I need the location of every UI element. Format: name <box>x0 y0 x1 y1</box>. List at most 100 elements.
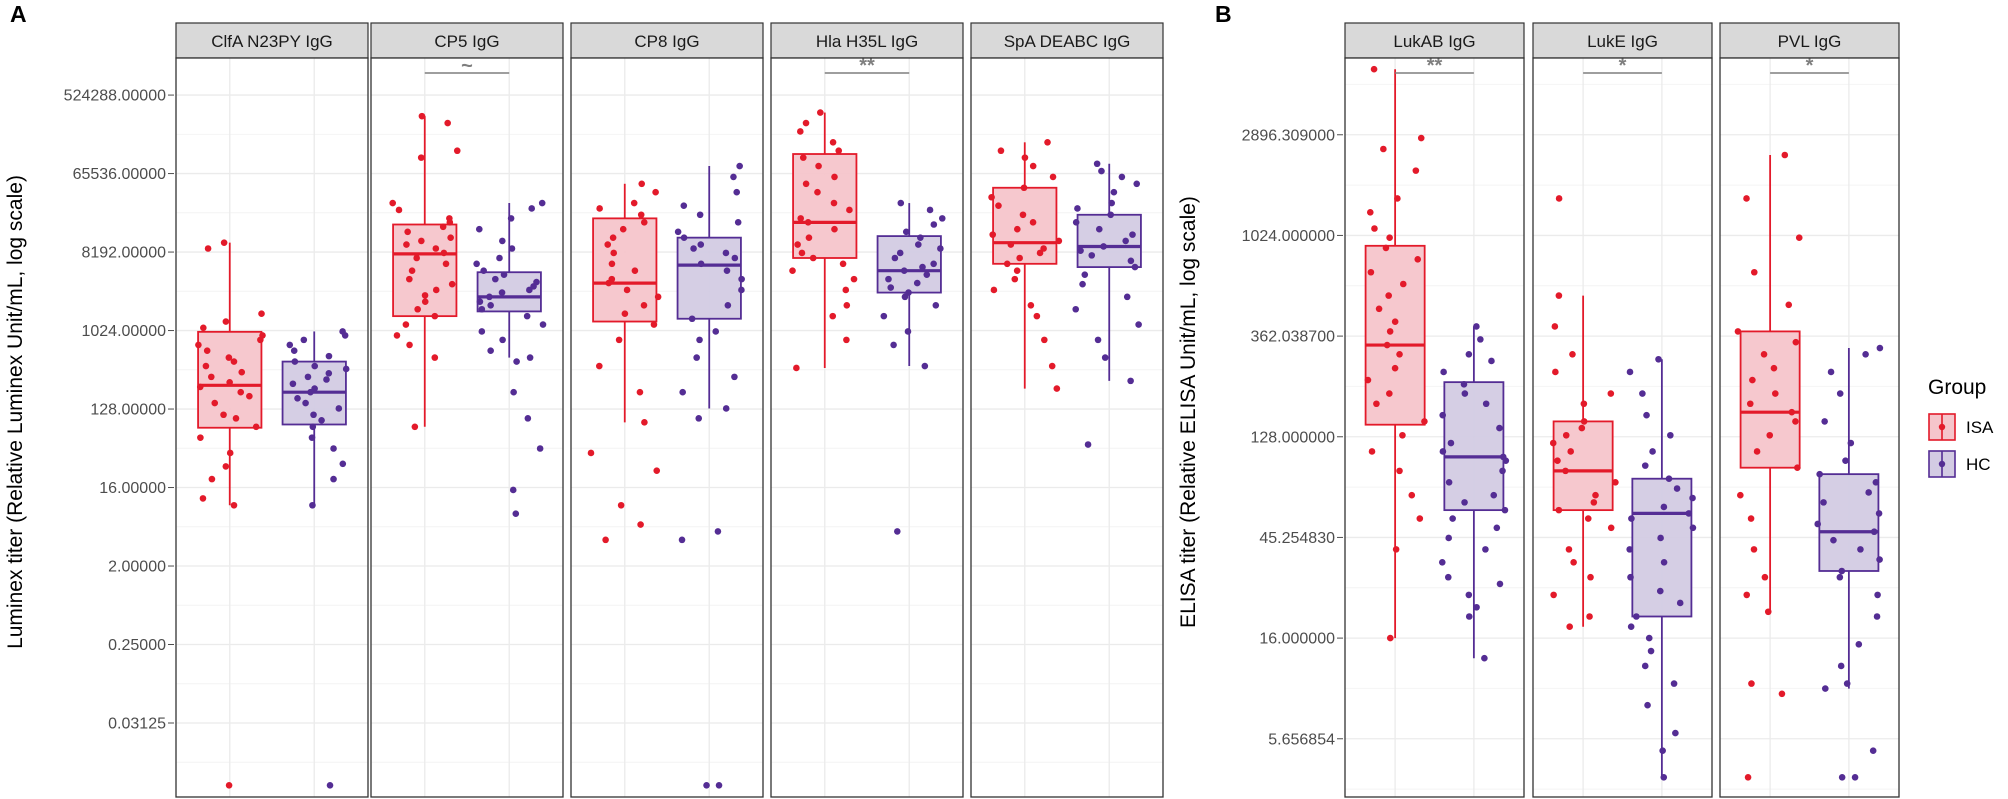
data-point <box>1639 390 1646 397</box>
box-hc <box>1072 160 1142 448</box>
data-point <box>1438 559 1446 566</box>
legend-key-hc-dot <box>1938 460 1946 468</box>
data-point <box>1079 280 1086 288</box>
data-point <box>499 336 506 344</box>
data-point <box>1499 453 1507 461</box>
data-point <box>724 301 732 309</box>
data-point <box>736 162 743 170</box>
panel-b-chart: ELISA titer (Relative ELISA Unit/mL, log… <box>1177 22 1900 798</box>
data-point <box>335 405 343 412</box>
data-point <box>1396 467 1403 475</box>
data-point <box>619 225 627 233</box>
data-point <box>1672 729 1679 737</box>
data-point <box>480 267 487 274</box>
data-point <box>1493 524 1501 532</box>
data-point <box>1449 515 1456 522</box>
data-point <box>1748 680 1755 687</box>
data-point <box>1830 536 1837 544</box>
data-point <box>1386 634 1394 642</box>
data-point <box>421 292 429 299</box>
data-point <box>1122 237 1129 245</box>
data-point <box>703 781 710 789</box>
data-point <box>1570 559 1577 566</box>
panel-label-b: B <box>1215 1 1232 27</box>
data-point <box>731 254 739 262</box>
data-point <box>608 275 616 283</box>
data-point <box>509 486 517 494</box>
data-point <box>1029 162 1037 170</box>
data-point <box>693 354 700 361</box>
data-point <box>1098 167 1105 175</box>
data-point <box>418 237 425 245</box>
data-point <box>1566 623 1573 630</box>
data-point <box>1499 467 1506 475</box>
facet-strip-label: ClfA N23PY IgG <box>211 32 333 51</box>
data-point <box>1836 390 1844 397</box>
data-point <box>641 419 648 426</box>
data-point <box>402 321 410 328</box>
data-point <box>1827 368 1835 376</box>
data-point <box>1778 690 1786 698</box>
data-point <box>919 263 926 271</box>
data-point <box>1094 336 1102 344</box>
data-point <box>1673 485 1681 492</box>
data-point <box>1373 400 1380 408</box>
facet-luke-igg: LukE IgG * <box>1532 22 1713 798</box>
data-point <box>1127 377 1134 385</box>
data-point <box>1737 491 1744 499</box>
data-point <box>609 234 617 241</box>
data-point <box>1371 225 1378 232</box>
data-point <box>1660 559 1668 566</box>
legend-item-isa: ISA <box>1928 413 1994 441</box>
data-point <box>989 231 997 238</box>
data-point <box>1781 151 1789 159</box>
data-point <box>294 395 301 402</box>
y-tick-label: 128.000000 <box>1250 429 1335 446</box>
data-point <box>653 467 661 474</box>
box-iqr <box>1818 473 1880 572</box>
y-tick-label: 8192.00000 <box>81 245 166 262</box>
data-point <box>300 336 308 344</box>
panel-a-chart: Luminex titer (Relative Luminex Unit/mL,… <box>4 22 1164 798</box>
legend-label-isa: ISA <box>1966 418 1994 437</box>
data-point <box>1555 292 1563 299</box>
data-point <box>421 298 429 305</box>
data-point <box>1135 321 1142 328</box>
data-point <box>1837 662 1845 670</box>
significance-label: * <box>1619 55 1627 77</box>
data-point <box>453 147 461 155</box>
data-point <box>722 249 730 257</box>
legend-label-hc: HC <box>1966 455 1991 474</box>
data-point <box>496 254 503 262</box>
data-point <box>839 260 847 268</box>
data-point <box>230 501 238 509</box>
data-point <box>636 388 644 396</box>
data-point <box>587 449 595 457</box>
data-point <box>730 173 737 181</box>
data-point <box>798 249 806 257</box>
data-point <box>640 219 648 226</box>
y-tick-label: 45.254830 <box>1259 530 1335 547</box>
data-point <box>512 510 520 517</box>
data-point <box>1874 591 1881 599</box>
data-point <box>1641 462 1649 469</box>
data-point <box>1649 448 1656 455</box>
box-hc <box>473 199 547 517</box>
data-point <box>309 501 316 509</box>
data-point <box>1445 478 1453 486</box>
data-point <box>1764 608 1772 616</box>
data-point <box>809 254 817 262</box>
data-point <box>631 267 639 274</box>
data-point <box>196 383 204 391</box>
data-point <box>524 415 532 422</box>
data-point <box>1003 260 1011 268</box>
facet-border <box>1344 57 1525 798</box>
facet-strip <box>1344 22 1525 59</box>
data-point <box>442 260 450 268</box>
data-point <box>1399 280 1407 288</box>
data-point <box>640 301 648 309</box>
data-point <box>831 225 838 233</box>
data-point <box>197 434 204 441</box>
data-point <box>476 298 484 305</box>
data-point <box>1626 368 1634 376</box>
